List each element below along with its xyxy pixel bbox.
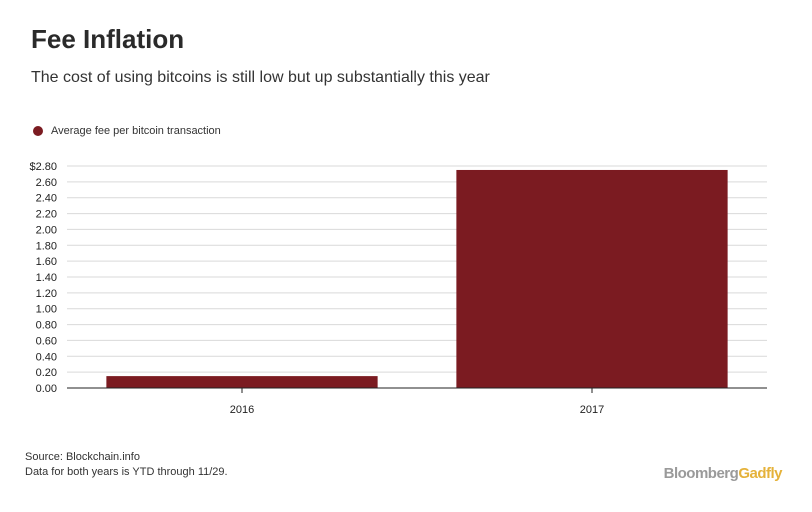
legend: Average fee per bitcoin transaction: [33, 125, 221, 137]
y-tick-label: 2.20: [36, 209, 57, 221]
y-tick-label: 1.00: [36, 304, 57, 316]
legend-label: Average fee per bitcoin transaction: [51, 125, 221, 137]
brand-gadfly: Gadfly: [738, 465, 782, 482]
legend-swatch: [33, 126, 43, 136]
bar-2017: [456, 169, 728, 388]
bar-chart: 0.00 0.20 0.40 0.60 0.80 1.00 1.20 1.40 1.60 1.80…: [29, 161, 767, 416]
brand-bloomberg: Bloomberg: [663, 465, 739, 482]
y-tick-label: 0.60: [36, 335, 57, 347]
chart-subtitle: The cost of using bitcoins is still low …: [31, 69, 490, 86]
data-note: Data for both years is YTD through 11/29…: [25, 466, 228, 478]
bar-2016: [106, 376, 378, 388]
y-tick-label: 1.40: [36, 272, 57, 284]
y-tick-label: 1.80: [36, 240, 57, 252]
x-tick-label: 2017: [580, 404, 604, 416]
y-tick-label: 0.80: [36, 320, 57, 332]
chart-title: Fee Inflation: [31, 24, 185, 54]
brand-logo: BloombergGadfly: [663, 465, 783, 482]
y-tick-label: 0.20: [36, 367, 57, 379]
y-tick-label: $2.80: [29, 161, 57, 173]
y-tick-label: 2.00: [36, 224, 57, 236]
y-tick-label: 2.60: [36, 177, 57, 189]
y-tick-label: 0.40: [36, 351, 57, 363]
y-tick-label: 1.60: [36, 256, 57, 268]
y-tick-label: 1.20: [36, 288, 57, 300]
y-tick-label: 0.00: [36, 383, 57, 395]
y-tick-label: 2.40: [36, 193, 57, 205]
x-tick-label: 2016: [230, 404, 254, 416]
source-note: Source: Blockchain.info: [25, 451, 140, 463]
